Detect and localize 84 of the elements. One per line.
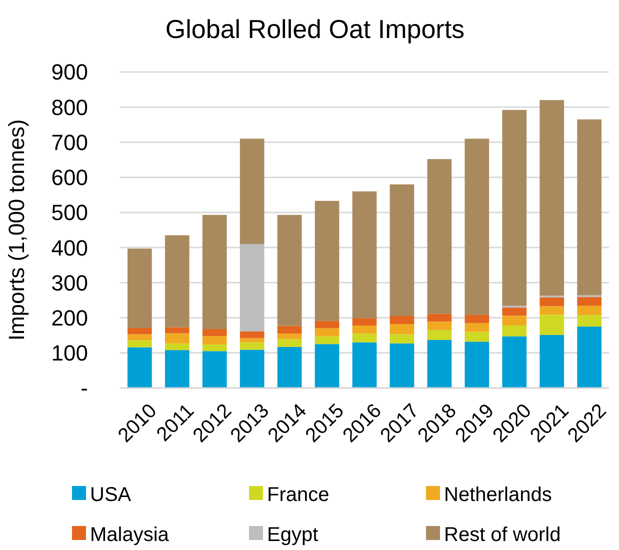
bar [390, 334, 414, 344]
bar [277, 346, 302, 388]
bar [202, 214, 227, 330]
bar [240, 350, 264, 388]
chart-title: Global Rolled Oat Imports [165, 14, 465, 44]
bar [464, 332, 490, 342]
bar [464, 342, 490, 388]
bar [502, 316, 527, 326]
bar [164, 343, 190, 350]
bar [427, 330, 452, 340]
bar [464, 323, 490, 332]
y-tick-label: 300 [51, 270, 88, 296]
bar [277, 326, 302, 334]
bar [240, 342, 264, 350]
bar [164, 333, 190, 344]
bar [577, 297, 602, 306]
bar [427, 159, 452, 314]
bar [540, 297, 564, 306]
bar [390, 184, 414, 316]
bar [540, 100, 564, 296]
bar [502, 326, 527, 336]
bar [352, 326, 377, 334]
y-tick-label: 500 [51, 200, 88, 226]
bar [240, 338, 264, 342]
bar [164, 350, 190, 388]
bar [427, 314, 452, 322]
bar [390, 324, 414, 334]
legend-label: Malaysia [90, 524, 170, 546]
y-tick-label: 800 [51, 94, 88, 120]
bar [314, 344, 340, 388]
legend-label: USA [90, 484, 132, 506]
bar [390, 343, 414, 388]
bar [314, 200, 340, 321]
bar [577, 326, 602, 388]
bar [352, 318, 377, 326]
bar [314, 320, 340, 328]
y-axis-title: Imports (1,000 tonnes) [4, 119, 29, 341]
y-tick-label: 100 [51, 340, 88, 366]
bar [202, 329, 227, 336]
bar [352, 334, 377, 342]
y-tick-label: 600 [51, 165, 88, 190]
bar [240, 138, 264, 244]
bar [577, 314, 602, 327]
bar [540, 306, 564, 315]
bar [464, 138, 490, 315]
y-tick-label: 700 [51, 130, 88, 155]
bar [277, 334, 302, 340]
bar [202, 351, 227, 388]
bar [427, 322, 452, 330]
bar [314, 328, 340, 336]
legend-label: France [267, 484, 330, 506]
bar [202, 336, 227, 344]
y-tick-label: 400 [51, 235, 88, 260]
y-tick-label: - [80, 376, 88, 401]
bar [127, 340, 152, 348]
bar [277, 214, 302, 326]
bar [390, 316, 414, 324]
bar [277, 339, 302, 347]
bar [127, 334, 152, 340]
legend-label: Rest of world [444, 524, 561, 546]
legend-label: Netherlands [444, 484, 552, 506]
bar [540, 334, 564, 388]
y-tick-label: 200 [51, 305, 88, 330]
bar [164, 327, 190, 334]
bar [352, 191, 377, 318]
bar [127, 328, 152, 334]
bar [127, 248, 152, 328]
bar [240, 244, 264, 332]
bar [202, 344, 227, 352]
bar [577, 306, 602, 315]
bar [464, 314, 490, 324]
bar [577, 119, 602, 296]
bar [164, 235, 190, 328]
bar [427, 340, 452, 388]
bar [240, 331, 264, 338]
bar [502, 336, 527, 388]
y-tick-label: 900 [51, 60, 88, 85]
bar [127, 347, 152, 388]
bar [502, 110, 527, 306]
bar [352, 342, 377, 388]
legend-label: Egypt [267, 524, 319, 546]
bar [540, 314, 564, 335]
bar [502, 308, 527, 316]
bar [314, 336, 340, 344]
